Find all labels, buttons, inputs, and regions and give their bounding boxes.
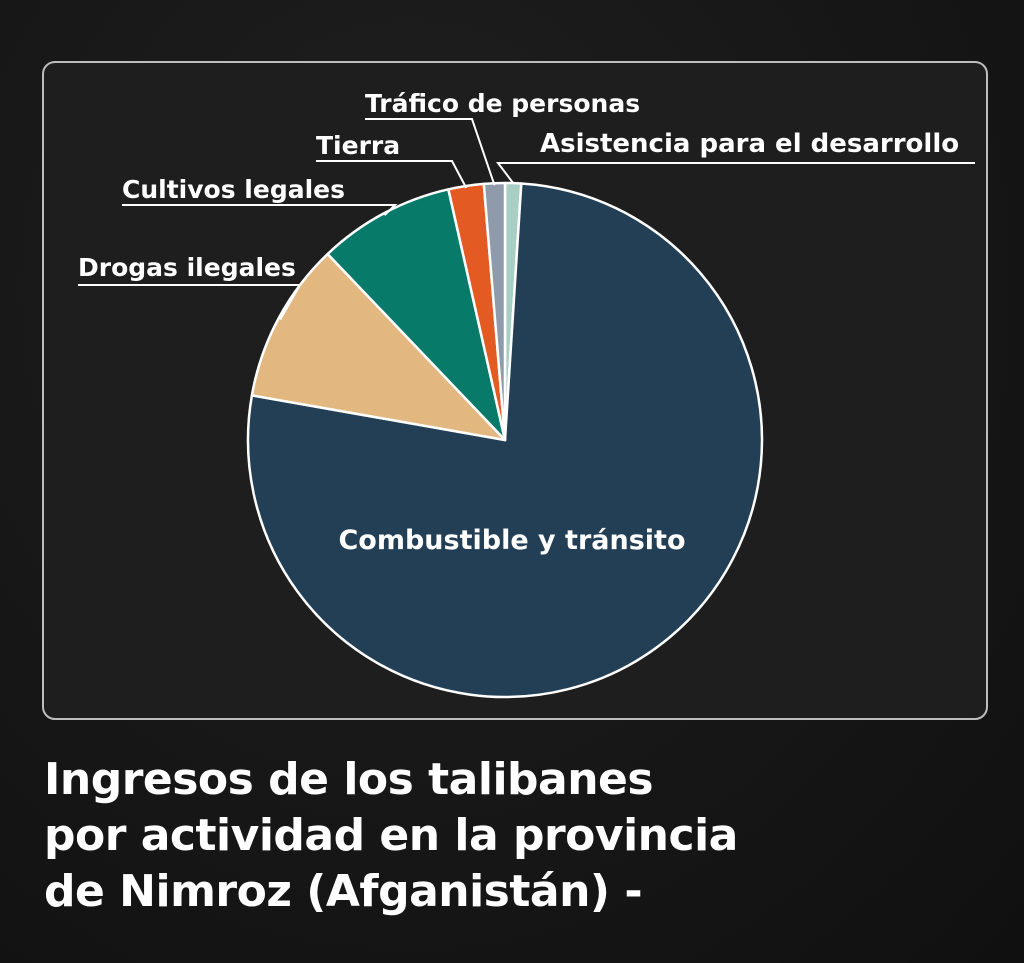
title-line-1: Ingresos de los talibanes <box>44 754 654 805</box>
label-combustible-y-transito: Combustible y tránsito <box>338 525 685 556</box>
leader-line-4 <box>365 118 496 186</box>
chart-title: Ingresos de los talibanes por actividad … <box>44 752 984 920</box>
label-asistencia-para-el-desarrollo: Asistencia para el desarrollo <box>540 129 959 159</box>
label-leader-lines <box>78 118 975 321</box>
label-tierra: Tierra <box>316 131 400 160</box>
pie-slices <box>246 181 764 699</box>
leader-line-1 <box>78 284 302 321</box>
title-line-3: de Nimroz (Afganistán) - <box>44 866 643 917</box>
leader-line-3 <box>316 160 468 189</box>
pie-slice-drogas-ilegales <box>250 252 507 442</box>
pie-slice-cultivos-legales <box>326 188 507 442</box>
title-line-2: por actividad en la provincia <box>44 810 738 861</box>
leader-line-2 <box>122 204 398 216</box>
label-drogas-ilegales: Drogas ilegales <box>78 253 296 282</box>
leader-line-0 <box>495 162 975 184</box>
label-cultivos-legales: Cultivos legales <box>122 175 345 204</box>
label-trafico-de-personas: Tráfico de personas <box>365 89 640 118</box>
